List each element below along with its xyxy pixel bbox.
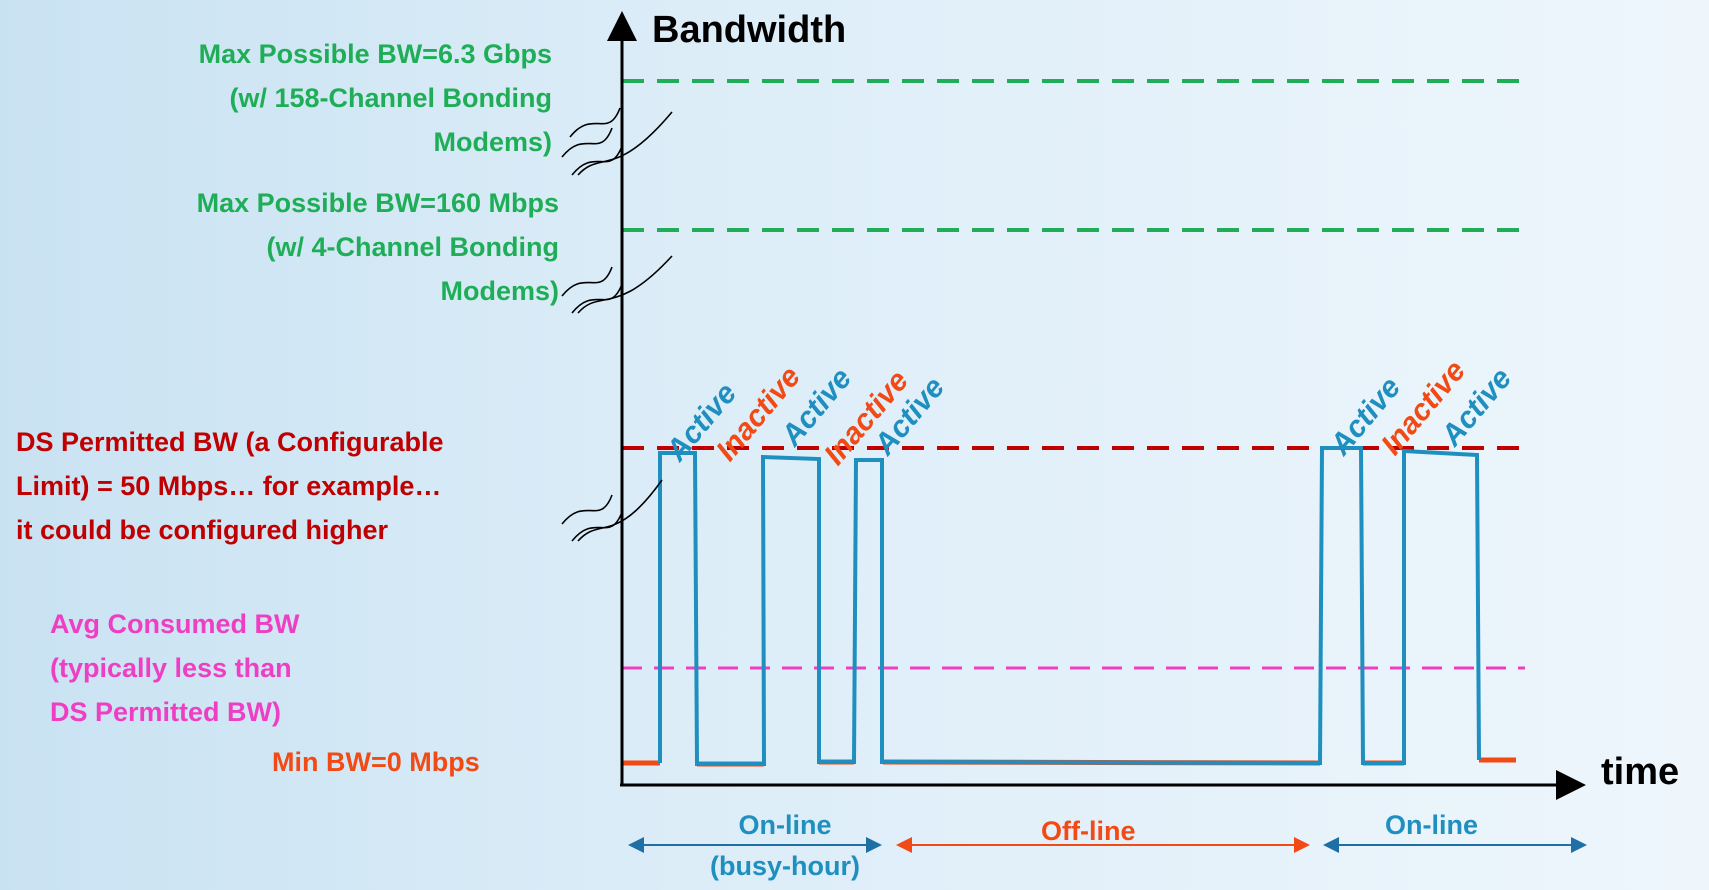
x-axis-label: time: [1601, 751, 1680, 793]
y-axis-label: Bandwidth: [652, 9, 847, 51]
avg-label: Avg Consumed BW (typically less than DS …: [50, 609, 300, 727]
period-offline: Off-line: [1041, 816, 1136, 846]
axis-break-marks: [561, 107, 673, 542]
min-label: Min BW=0 Mbps: [272, 747, 480, 777]
period-online: On-line: [1385, 810, 1478, 840]
activity-pulse: [658, 446, 1481, 766]
max-158-label: Max Possible BW=6.3 Gbps (w/ 158-Channel…: [198, 39, 552, 157]
max-4-label: Max Possible BW=160 Mbps (w/ 4-Channel B…: [196, 188, 559, 306]
period-online-busy: On-line (busy-hour): [710, 810, 860, 881]
permitted-label: DS Permitted BW (a Configurable Limit) =…: [16, 427, 444, 545]
